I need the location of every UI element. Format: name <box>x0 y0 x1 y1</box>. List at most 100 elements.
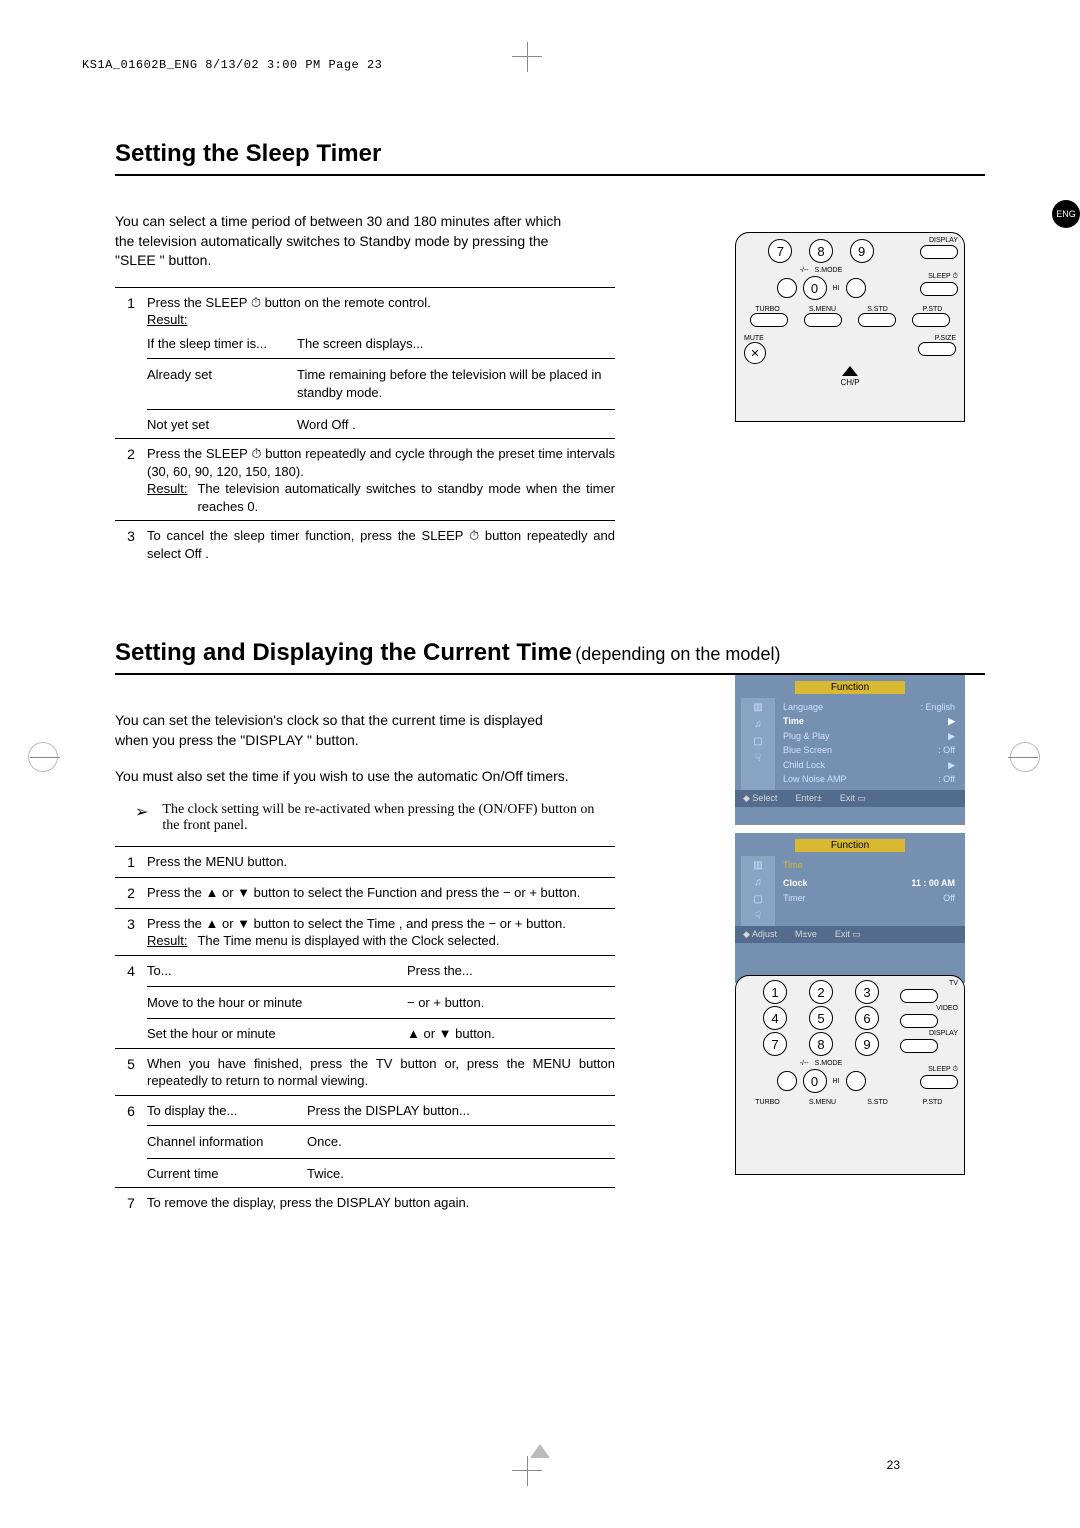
step-text: Press the SLEEP ⏱ button on the remote c… <box>147 294 615 312</box>
table-cell: Set the hour or minute <box>147 1025 407 1043</box>
step-text: To remove the display, press the DISPLAY… <box>147 1194 615 1213</box>
remote-label-turbo: TURBO <box>740 306 795 313</box>
remote-label-sleep: SLEEP ⏱ <box>900 1066 958 1074</box>
remote-key-tiny <box>777 278 797 298</box>
remote-key-9: 9 <box>850 239 874 263</box>
table-head: If the sleep timer is... <box>147 335 297 353</box>
step-row: 4 To... Press the... Move to the hour or… <box>115 956 615 1049</box>
remote-label-smode: S.MODE <box>815 267 843 274</box>
table-cell: Current time <box>147 1165 307 1183</box>
step-number: 3 <box>115 915 147 950</box>
remote-key-7: 7 <box>768 239 792 263</box>
osd-function-menu: Function ▥ ♫ ▢ ☟ Language: EnglishTime▶P… <box>735 675 965 825</box>
table-head: To display the... <box>147 1102 307 1120</box>
intro-text-sleep: You can select a time period of between … <box>115 212 575 271</box>
step-text: To cancel the sleep timer function, pres… <box>147 527 615 562</box>
music-icon: ♫ <box>754 719 762 730</box>
osd-menu-item: Low Noise AMP: Off <box>783 772 955 786</box>
remote-label-psize: P.SIZE <box>935 335 956 342</box>
remote-sleep-button <box>920 282 958 296</box>
step-row: 1 Press the SLEEP ⏱ button on the remote… <box>115 288 615 439</box>
sleep-steps-table: 1 Press the SLEEP ⏱ button on the remote… <box>115 287 615 568</box>
remote-label-chp: CH/P <box>736 378 964 387</box>
table-head: Press the DISPLAY button... <box>307 1102 615 1120</box>
remote-label-smenu: S.MENU <box>795 306 850 313</box>
step-row: 2 Press the ▲ or ▼ button to select the … <box>115 878 615 909</box>
step-number: 3 <box>115 527 147 562</box>
table-cell: ▲ or ▼ button. <box>407 1025 615 1043</box>
table-cell: Already set <box>147 366 297 401</box>
step-number: 1 <box>115 294 147 433</box>
step-number: 5 <box>115 1055 147 1090</box>
osd-menu-item: Blue Screen: Off <box>783 743 955 757</box>
remote-label-smenu: S.MENU <box>795 1099 850 1106</box>
remote-label-hi: HI <box>833 1078 840 1085</box>
osd-menu-item: Clock11 : 00 AM <box>783 876 955 890</box>
remote-key: 7 <box>763 1032 787 1056</box>
remote-label-display: DISPLAY <box>900 1030 958 1037</box>
step-row: 3 Press the ▲ or ▼ button to select the … <box>115 909 615 956</box>
mute-icon: ✕ <box>744 342 766 364</box>
osd-sidebar-icons: ▥ ♫ ▢ ☟ <box>741 856 775 926</box>
remote-label-sleep: SLEEP ⏱ <box>900 273 958 281</box>
osd-title: Function <box>795 839 905 852</box>
hand-icon: ☟ <box>755 911 761 922</box>
remote-key: 4 <box>763 1006 787 1030</box>
osd-foot-enter: Enter± <box>795 793 821 804</box>
result-text: The Time menu is displayed with the Cloc… <box>197 932 499 950</box>
step-row: 2 Press the SLEEP ⏱ button repeatedly an… <box>115 439 615 521</box>
step-row: 7 To remove the display, press the DISPL… <box>115 1188 615 1218</box>
remote-illustration-display: 1 2 3 4 5 6 7 8 9 <box>735 975 965 1175</box>
time-steps-table: 1 Press the MENU button. 2 Press the ▲ o… <box>115 846 615 1218</box>
remote-key: 9 <box>855 1032 879 1056</box>
remote-key-tiny <box>846 1071 866 1091</box>
osd-sidebar-icons: ▥ ♫ ▢ ☟ <box>741 698 775 790</box>
heading-subtitle: (depending on the model) <box>575 644 780 664</box>
osd-time-menu: Function ▥ ♫ ▢ ☟ Time Clock11 : 00 AMTim… <box>735 833 965 983</box>
result-label: Result: <box>147 312 187 327</box>
remote-pill-button <box>804 313 842 327</box>
osd-foot-adjust: ◆ Adjust <box>743 929 777 940</box>
result-label: Result: <box>147 932 187 950</box>
remote-pill-button <box>750 313 788 327</box>
remote-key: 5 <box>809 1006 833 1030</box>
up-triangle-icon <box>842 366 858 376</box>
language-badge: ENG <box>1052 200 1080 228</box>
table-cell: Word Off . <box>297 416 615 434</box>
table-cell: − or + button. <box>407 994 615 1012</box>
remote-display-button <box>920 245 958 259</box>
step-text: Press the ▲ or ▼ button to select the Fu… <box>147 884 615 903</box>
crop-line <box>527 1456 528 1486</box>
ch-icon: ▢ <box>753 894 762 905</box>
osd-menu-item: Child Lock▶ <box>783 758 955 772</box>
osd-title: Function <box>795 681 905 694</box>
remote-label-hi: HI <box>833 285 840 292</box>
remote-label-video: VIDEO <box>900 1005 958 1012</box>
step-row: 6 To display the... Press the DISPLAY bu… <box>115 1096 615 1189</box>
step-text: Press the SLEEP ⏱ button repeatedly and … <box>147 445 615 480</box>
remote-key-0: 0 <box>803 1069 827 1093</box>
remote-video-button <box>900 1014 938 1028</box>
ch-icon: ▢ <box>753 736 762 747</box>
remote-key: 6 <box>855 1006 879 1030</box>
step-row: 1 Press the MENU button. <box>115 847 615 878</box>
step-text: Press the ▲ or ▼ button to select the Ti… <box>147 915 615 933</box>
heading-current-time: Setting and Displaying the Current Time <box>115 639 572 666</box>
table-head: Press the... <box>407 962 615 980</box>
remote-label-smode: S.MODE <box>815 1060 843 1067</box>
remote-key-tiny <box>777 1071 797 1091</box>
remote-key: 8 <box>809 1032 833 1056</box>
crop-line <box>527 42 528 72</box>
remote-label-mute: MUTE <box>744 335 764 342</box>
remote-illustration-sleep: 7 8 9 DISPLAY -/-- S.MODE <box>735 232 965 422</box>
remote-label-sstd: S.STD <box>850 306 905 313</box>
remote-sleep-button <box>920 1075 958 1089</box>
section-title: Setting and Displaying the Current Time … <box>115 639 985 675</box>
step-number: 7 <box>115 1194 147 1213</box>
note-arrow-icon: ➢ <box>135 802 148 834</box>
remote-label-dash: -/-- <box>800 1060 809 1067</box>
note-block: ➢ The clock setting will be re-activated… <box>135 802 595 834</box>
remote-key-0: 0 <box>803 276 827 300</box>
remote-key-8: 8 <box>809 239 833 263</box>
step-number: 1 <box>115 853 147 872</box>
